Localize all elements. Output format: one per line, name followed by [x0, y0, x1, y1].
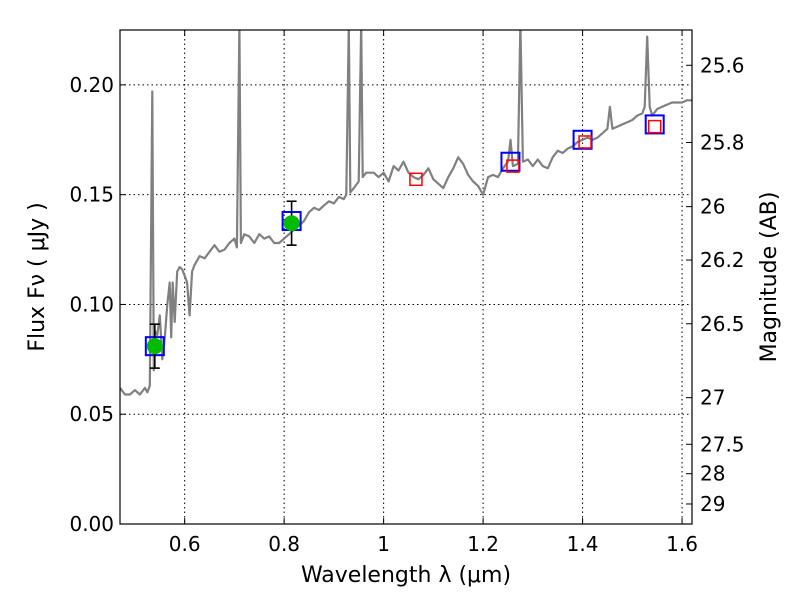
mag-tick-label: 27 [700, 386, 725, 410]
x-tick-label: 1.4 [567, 532, 599, 556]
mag-tick-label: 26.5 [700, 312, 745, 336]
mag-tick-label: 28 [700, 462, 725, 486]
y-tick-label: 0.05 [69, 402, 114, 426]
y-tick-label: 0.20 [69, 73, 114, 97]
spectrum-line [120, 30, 692, 396]
upper-limit-marker [506, 159, 520, 173]
x-axis-label: Wavelength λ (μm) [301, 563, 511, 588]
upper-limit-marker [409, 172, 423, 187]
y-tick-label: 0.15 [69, 183, 114, 207]
mag-tick-label: 27.5 [700, 432, 745, 456]
mag-tick-label: 26 [700, 195, 725, 219]
plot-frame [119, 29, 693, 525]
observed-photometry-point [283, 215, 300, 232]
mag-tick-label: 29 [700, 492, 725, 516]
plot-area [120, 30, 692, 396]
mag-tick-label: 26.2 [700, 248, 745, 272]
x-tick-label: 0.6 [169, 532, 201, 556]
x-tick-label: 1.6 [666, 532, 698, 556]
mag-tick-label: 25.8 [700, 130, 745, 154]
y-tick-label: 0.10 [69, 292, 114, 316]
x-tick-label: 1.2 [467, 532, 499, 556]
mag-tick-label: 25.6 [700, 53, 745, 77]
model-photometry-marker [644, 114, 665, 135]
axis-layer: 0.6 0.8 1 1.2 1.4 1.6 0.00 0.05 0.10 0.15 0.20 25.6… [69, 30, 745, 556]
y-axis-label: Flux Fν ( μJy ) [25, 202, 50, 351]
label-layer: Wavelength λ (μm) Flux Fν ( μJy ) Magnit… [25, 192, 782, 588]
x-tick-label: 1 [377, 532, 390, 556]
observed-photometry-point [146, 338, 163, 355]
upper-limit-marker [578, 135, 592, 149]
right-axis-label: Magnitude (AB) [757, 192, 782, 363]
x-tick-label: 0.8 [268, 532, 300, 556]
grid-layer [120, 30, 692, 525]
upper-limit-marker [647, 119, 662, 134]
y-tick-label: 0.00 [69, 512, 114, 536]
